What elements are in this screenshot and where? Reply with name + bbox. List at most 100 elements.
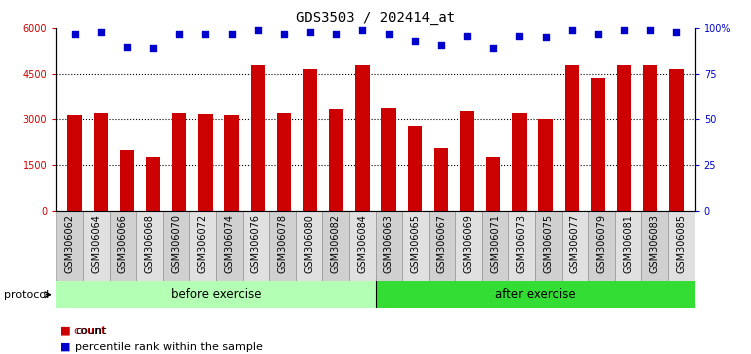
Text: GSM306067: GSM306067 bbox=[437, 214, 447, 273]
Bar bbox=[615, 211, 641, 281]
Point bbox=[95, 29, 107, 35]
Point bbox=[173, 31, 185, 36]
Bar bbox=[349, 211, 376, 281]
Bar bbox=[56, 211, 83, 281]
Point bbox=[278, 31, 290, 36]
Bar bbox=[408, 126, 422, 211]
Point bbox=[409, 38, 421, 44]
Point bbox=[618, 27, 630, 33]
Bar bbox=[68, 115, 82, 211]
Bar bbox=[482, 211, 508, 281]
Text: GSM306069: GSM306069 bbox=[463, 214, 474, 273]
Point bbox=[68, 31, 80, 36]
Bar bbox=[329, 109, 343, 211]
Point bbox=[304, 29, 316, 35]
Text: GSM306064: GSM306064 bbox=[91, 214, 101, 273]
Text: GSM306078: GSM306078 bbox=[277, 214, 288, 273]
Point bbox=[566, 27, 578, 33]
Bar bbox=[243, 211, 269, 281]
Text: GSM306065: GSM306065 bbox=[410, 214, 421, 273]
Point bbox=[357, 27, 369, 33]
Bar bbox=[669, 69, 683, 211]
Text: count: count bbox=[75, 326, 107, 336]
Text: GSM306076: GSM306076 bbox=[251, 214, 261, 273]
Bar bbox=[276, 113, 291, 211]
Point bbox=[330, 31, 342, 36]
Bar bbox=[376, 211, 402, 281]
Bar bbox=[402, 211, 429, 281]
Text: GSM306077: GSM306077 bbox=[570, 214, 580, 273]
Text: GSM306072: GSM306072 bbox=[198, 214, 207, 273]
Bar bbox=[83, 211, 110, 281]
Bar bbox=[303, 69, 317, 211]
Bar bbox=[119, 150, 134, 211]
Bar bbox=[643, 65, 657, 211]
Text: before exercise: before exercise bbox=[170, 288, 261, 301]
Text: protocol: protocol bbox=[4, 290, 49, 300]
Bar bbox=[641, 211, 668, 281]
Bar bbox=[434, 148, 448, 211]
Bar bbox=[538, 120, 553, 211]
Bar bbox=[198, 114, 213, 211]
Point bbox=[435, 42, 447, 47]
Text: GSM306081: GSM306081 bbox=[623, 214, 633, 273]
Text: percentile rank within the sample: percentile rank within the sample bbox=[75, 342, 263, 352]
Bar bbox=[429, 211, 455, 281]
Bar bbox=[460, 111, 475, 211]
Text: GSM306079: GSM306079 bbox=[596, 214, 607, 273]
Bar bbox=[146, 158, 160, 211]
Text: GSM306083: GSM306083 bbox=[650, 214, 660, 273]
Bar bbox=[535, 211, 562, 281]
Text: GSM306073: GSM306073 bbox=[517, 214, 526, 273]
Text: GSM306070: GSM306070 bbox=[171, 214, 181, 273]
Text: ■ count: ■ count bbox=[60, 326, 106, 336]
Text: GSM306082: GSM306082 bbox=[330, 214, 341, 273]
Point bbox=[225, 31, 237, 36]
Point bbox=[514, 33, 526, 39]
Bar bbox=[486, 156, 500, 211]
Bar bbox=[56, 281, 376, 308]
Text: GSM306075: GSM306075 bbox=[544, 214, 553, 273]
Bar bbox=[269, 211, 296, 281]
Text: GSM306074: GSM306074 bbox=[225, 214, 234, 273]
Point bbox=[487, 46, 499, 51]
Point bbox=[382, 31, 394, 36]
Text: GSM306066: GSM306066 bbox=[118, 214, 128, 273]
Text: GDS3503 / 202414_at: GDS3503 / 202414_at bbox=[296, 11, 455, 25]
Bar bbox=[189, 211, 216, 281]
Bar bbox=[668, 211, 695, 281]
Point bbox=[147, 46, 159, 51]
Text: GSM306068: GSM306068 bbox=[144, 214, 155, 273]
Bar bbox=[565, 65, 579, 211]
Bar bbox=[172, 113, 186, 211]
Bar bbox=[163, 211, 189, 281]
Point bbox=[539, 35, 551, 40]
Point bbox=[592, 31, 604, 36]
Bar bbox=[296, 211, 322, 281]
Bar bbox=[355, 65, 369, 211]
Bar bbox=[588, 211, 615, 281]
Bar bbox=[94, 113, 108, 211]
Text: after exercise: after exercise bbox=[495, 288, 575, 301]
Text: GSM306084: GSM306084 bbox=[357, 214, 367, 273]
Bar bbox=[216, 211, 243, 281]
Text: GSM306071: GSM306071 bbox=[490, 214, 500, 273]
Text: GSM306062: GSM306062 bbox=[65, 214, 74, 273]
Point bbox=[644, 27, 656, 33]
Point bbox=[121, 44, 133, 49]
Bar bbox=[322, 211, 349, 281]
Point bbox=[461, 33, 473, 39]
Point bbox=[671, 29, 683, 35]
Text: GSM306080: GSM306080 bbox=[304, 214, 314, 273]
Text: ■: ■ bbox=[60, 326, 71, 336]
Bar bbox=[455, 211, 482, 281]
Bar bbox=[508, 211, 535, 281]
Text: ■: ■ bbox=[60, 342, 71, 352]
Point bbox=[252, 27, 264, 33]
Text: GSM306085: GSM306085 bbox=[677, 214, 686, 273]
Text: GSM306063: GSM306063 bbox=[384, 214, 394, 273]
Bar bbox=[110, 211, 136, 281]
Bar bbox=[512, 113, 526, 211]
Bar bbox=[136, 211, 163, 281]
Bar bbox=[382, 108, 396, 211]
